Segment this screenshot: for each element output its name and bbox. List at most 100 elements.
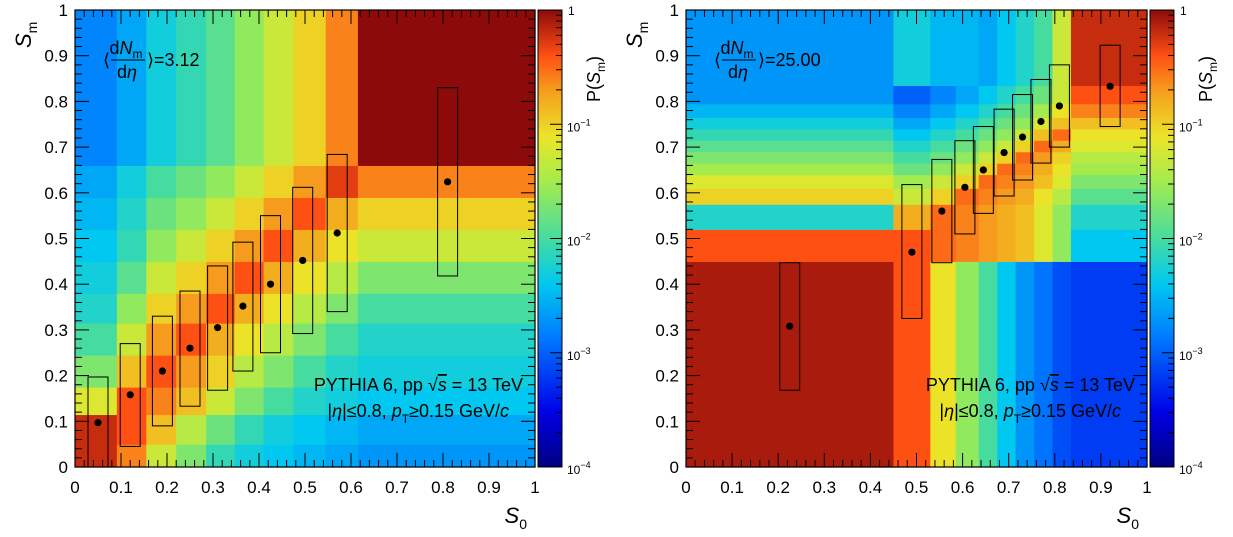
heatmap-cell (997, 163, 1017, 176)
heatmap-cell (116, 197, 147, 230)
x-axis-title: S0 (505, 503, 528, 532)
heatmap-cell (686, 174, 895, 189)
heatmap-cell (1034, 229, 1054, 262)
heatmap-cell (263, 387, 295, 416)
error-box (954, 140, 976, 235)
heatmap-cell (930, 174, 957, 189)
data-point (299, 256, 307, 265)
data-point (444, 178, 452, 186)
heatmap-cell (1052, 151, 1072, 164)
x-tick-label: 0.6 (339, 478, 363, 497)
colorbar-tick-label: 10−2 (1179, 232, 1203, 249)
heatmap-cell (1015, 10, 1035, 87)
heatmap-cell (234, 229, 265, 262)
x-tick-label: 0.1 (720, 478, 744, 497)
x-tick-label: 0.6 (951, 478, 975, 497)
heatmap-cell (955, 10, 980, 87)
heatmap-cell (955, 140, 980, 153)
heatmap-cell (686, 10, 895, 87)
error-box (260, 215, 281, 354)
heatmap-cell (1034, 140, 1054, 153)
heatmap-cell (1070, 204, 1148, 230)
heatmap-cell (325, 165, 359, 198)
heatmap-cell (997, 128, 1017, 141)
x-tick-label: 1 (530, 478, 539, 497)
error-box (1099, 44, 1121, 128)
heatmap-cell (893, 85, 931, 105)
heatmap-cell (930, 261, 957, 468)
heatmap-cell (176, 444, 207, 468)
colorbar: 1 10−1 10−2 10−3 10−4 P(Sm) (537, 4, 608, 477)
heatmap-cell (75, 323, 118, 356)
heatmap-cell (955, 85, 980, 105)
heatmap-cell (1034, 10, 1054, 87)
heatmap-cell (686, 261, 895, 468)
heatmap-cell (206, 444, 236, 468)
heatmap-cell (293, 261, 327, 294)
heatmap-cell (930, 85, 957, 105)
heatmap-cell (1015, 229, 1035, 262)
heatmap-cell (234, 261, 265, 294)
heatmap-cell (176, 261, 207, 294)
heatmap-cell (997, 85, 1017, 105)
heatmap-cell (978, 188, 998, 205)
heatmap-cell (75, 355, 118, 388)
heatmap-cell (206, 414, 236, 445)
heatmap-cell (293, 293, 327, 324)
error-box (779, 262, 801, 391)
heatmap-cell (116, 261, 147, 294)
x-tick-label: 0.8 (1043, 478, 1067, 497)
heatmap-cell (116, 293, 147, 324)
error-box (1048, 64, 1070, 148)
heatmap-cell (997, 188, 1017, 205)
data-point (979, 166, 987, 174)
heatmap-cell (1034, 261, 1054, 468)
heatmap-cell (955, 117, 980, 130)
data-point (938, 207, 946, 215)
x-tick-label: 0.2 (766, 478, 790, 497)
heatmap-cell (930, 151, 957, 164)
heatmap-cell (357, 387, 536, 416)
heatmap-cell (686, 151, 895, 164)
colorbar-tick-label: 10−3 (1179, 346, 1203, 363)
error-box (326, 153, 348, 313)
heatmap-cell (1070, 229, 1148, 262)
heatmap-cell (116, 355, 147, 388)
heatmap-cell (263, 229, 295, 262)
heatmap-cell (146, 229, 177, 262)
colorbar-tick-label: 10−4 (1179, 460, 1203, 477)
error-box (931, 158, 953, 264)
x-tick-label: 0.9 (477, 478, 501, 497)
heatmap-cell (176, 414, 207, 445)
heatmap-cell (357, 355, 536, 388)
heatmap-cell (686, 103, 895, 118)
annotation-value: ⟩=3.12 (147, 50, 200, 70)
heatmap-cell (1070, 261, 1148, 468)
heatmap-cell (955, 103, 980, 118)
x-tick-label: 0.7 (385, 478, 409, 497)
error-box (207, 265, 229, 391)
heatmap-cell (1070, 10, 1148, 87)
heatmap-cell (263, 414, 295, 445)
heatmap-cell (955, 188, 980, 205)
heatmap-cell (978, 85, 998, 105)
heatmap-cell (893, 229, 931, 262)
heatmap-cell (176, 165, 207, 198)
heatmap-cell (357, 261, 536, 294)
heatmap-cell (997, 10, 1017, 87)
data-point (94, 419, 102, 427)
heatmap-cell (1015, 204, 1035, 230)
heatmap-cell (893, 140, 931, 153)
y-tick-label: 0.6 (44, 184, 68, 203)
heatmap-cell (930, 103, 957, 118)
heatmap-cell (325, 261, 359, 294)
x-tick-label: 1 (1142, 478, 1151, 497)
x-tick-label: 0.1 (109, 478, 133, 497)
error-box (179, 290, 201, 407)
heatmap-cell (978, 204, 998, 230)
heatmap-cell (325, 323, 359, 356)
heatmap-cell (116, 323, 147, 356)
heatmap-cell (1015, 163, 1035, 176)
heatmap-cell (1034, 103, 1054, 118)
heatmap-cell (75, 10, 118, 166)
